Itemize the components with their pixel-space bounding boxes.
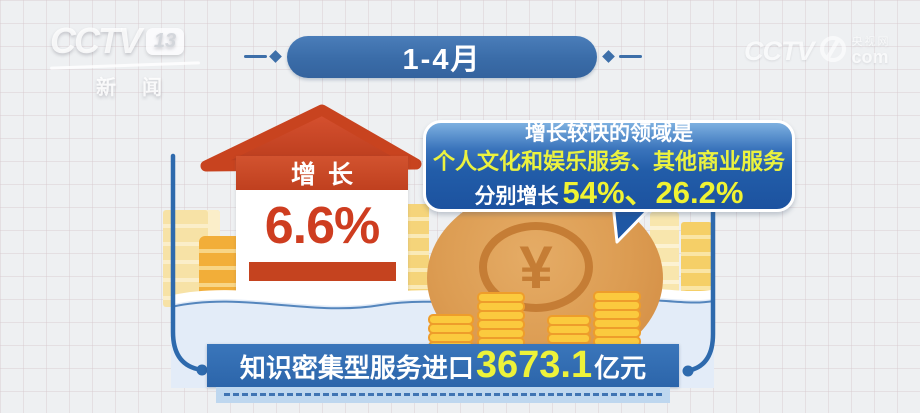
cctv-com-watermark: CCTV 央视网 com xyxy=(744,34,891,69)
callout-line2: 个人文化和娱乐服务、其他商业服务 xyxy=(432,149,785,174)
house-base-band xyxy=(249,262,396,281)
summary-unit: 亿元 xyxy=(594,353,647,383)
banner-underline-strip xyxy=(216,387,670,403)
channel-13-badge: 13 xyxy=(146,27,184,55)
growth-label-band: 增长 xyxy=(236,156,408,190)
callout-line1: 增长较快的领域是 xyxy=(525,122,693,145)
left-connector-line xyxy=(244,55,267,58)
cctv-logo-text: CCTV xyxy=(50,20,142,61)
site-domain-text: com xyxy=(851,47,889,67)
coin-stack xyxy=(547,315,591,344)
coin-stack xyxy=(477,292,525,348)
yuan-symbol-icon: ¥ xyxy=(479,222,593,312)
period-banner: 1-4月 xyxy=(287,36,597,78)
summary-prefix: 知识密集型服务进口 xyxy=(239,353,474,383)
channel-name-text: 新闻 xyxy=(96,77,188,99)
callout-line3: 分别增长 54%、26.2% xyxy=(475,176,744,213)
site-name-text: 央视网 xyxy=(851,36,891,48)
growth-value: 6.6% xyxy=(264,197,381,255)
callout-bubble: 增长较快的领域是 个人文化和娱乐服务、其他商业服务 分别增长 54%、26.2% xyxy=(423,120,795,212)
summary-value: 3673.1 xyxy=(475,344,593,386)
callout-line3-prefix: 分别增长 xyxy=(474,185,559,208)
right-connector-line xyxy=(619,55,642,58)
callout-line3-values: 54%、26.2% xyxy=(562,175,744,210)
growth-house-body: 增长 6.6% xyxy=(236,156,408,304)
summary-banner: 知识密集型服务进口 3673.1 亿元 xyxy=(207,344,679,387)
cctv-com-ring-icon xyxy=(818,34,848,69)
dashed-line xyxy=(224,393,662,396)
cctv-com-logo-text: CCTV xyxy=(744,36,814,66)
cctv13-channel-watermark: CCTV 13 新闻 xyxy=(49,20,220,100)
